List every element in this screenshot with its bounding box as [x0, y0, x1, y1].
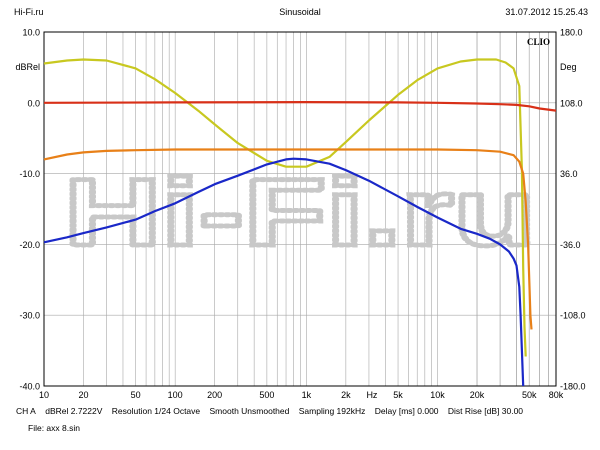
y-tick-label-left: -40.0 [19, 382, 40, 392]
x-tick-label: 10k [430, 390, 445, 400]
y-tick-label-left: -30.0 [19, 311, 40, 321]
settings-line: CH A dBRel 2.7222V Resolution 1/24 Octav… [16, 406, 530, 416]
x-tick-label: 1k [302, 390, 312, 400]
series-blue-line [43, 157, 525, 387]
series-yellow-line [43, 58, 527, 357]
x-tick-label: 80k [549, 390, 564, 400]
smooth-label: Smooth Unsmoothed [209, 406, 290, 416]
y-tick-label-left: -20.0 [19, 240, 40, 250]
resolution-label: Resolution 1/24 Octave [111, 406, 201, 416]
y-tick-label-right: 108.0 [560, 98, 583, 108]
x-tick-label: 10 [39, 390, 49, 400]
sampling-label: Sampling 192kHz [298, 406, 366, 416]
y-tick-label-left: 10.0 [22, 28, 40, 38]
y-tick-label-right: 36.0 [560, 169, 578, 179]
frequency-response-chart: Hi-Fi.ru 10.0 0.0 -10.0 -20.0 -30.0 -40.0 180.0… [15, 28, 586, 401]
series-red-line [43, 101, 557, 112]
x-tick-label: 50k [522, 390, 537, 400]
right-axis-label: Deg [560, 62, 577, 72]
y-tick-label-left: 0.0 [27, 98, 40, 108]
y-tick-label-right: -180.0 [560, 382, 586, 392]
x-tick-label: 5k [393, 390, 403, 400]
clio-brand: CLIO [527, 37, 550, 47]
site-name: Hi-Fi.ru [14, 7, 44, 17]
channel-label: CH A [16, 406, 36, 416]
x-tick-label: 2k [341, 390, 351, 400]
series-orange-line [43, 148, 533, 330]
x-tick-label: 20 [78, 390, 88, 400]
units-label: dBRel 2.7222V [45, 406, 103, 416]
chart-title: Sinusoidal [279, 7, 321, 17]
delay-label: Delay [ms] 0.000 [374, 406, 439, 416]
x-tick-label: 20k [470, 390, 485, 400]
file-line: File: ахх 8.sin [28, 423, 80, 433]
y-tick-label-left: -10.0 [19, 169, 40, 179]
x-tick-label: 50 [131, 390, 141, 400]
dist-rise-label: Dist Rise [dB] 30.00 [447, 406, 524, 416]
y-tick-label-right: -36.0 [560, 240, 581, 250]
x-tick-label: 100 [168, 390, 183, 400]
left-axis-label: dBRel [15, 62, 40, 72]
y-tick-label-right: -108.0 [560, 311, 586, 321]
y-tick-label-right: 180.0 [560, 28, 583, 38]
x-tick-label: 500 [259, 390, 274, 400]
watermark: Hi-Fi.ru [64, 160, 536, 266]
timestamp: 31.07.2012 15.25.43 [505, 7, 588, 17]
plot-frame [43, 31, 557, 387]
x-unit-label: Hz [366, 390, 377, 400]
x-tick-label: 200 [207, 390, 222, 400]
